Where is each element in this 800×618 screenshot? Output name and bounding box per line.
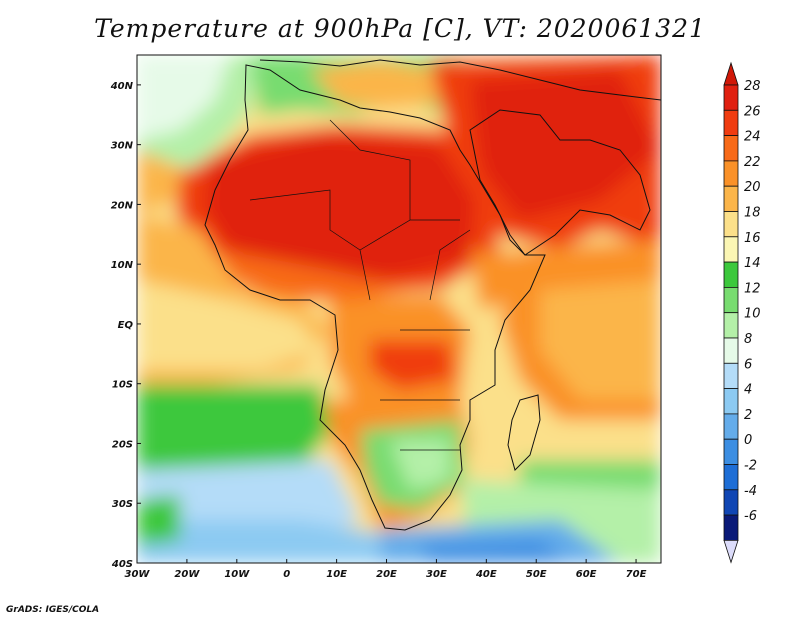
colorbar-swatch [723,312,739,339]
colorbar-swatch [723,261,739,288]
credit-label: GrADS: IGES/COLA [6,605,100,615]
madagascar-coastline [507,394,541,471]
colorbar-label: -2 [744,459,757,474]
colorbar-swatch [723,337,739,364]
africa-coastline [204,64,546,531]
lon-tick-label: 0 [283,569,290,580]
colorbar-swatch [723,438,739,465]
colorbar-label: 12 [744,281,761,296]
colorbar-label: 8 [744,332,752,347]
lon-tick-label: 20E [376,569,397,580]
lon-tick-label: 30E [426,569,447,580]
colorbar-swatch [723,109,739,137]
colorbar-swatch [723,388,739,415]
lat-tick-label: EQ [118,320,134,331]
colorbar-swatch [723,211,739,238]
map-frame [136,54,662,564]
colorbar-label: 10 [744,307,761,322]
lon-tick-label: 40E [475,569,497,580]
colorbar-label: 28 [744,79,761,94]
colorbar-label: 18 [744,206,761,221]
lon-tick-label: 10E [326,569,347,580]
colorbar-swatch [723,135,739,162]
colorbar-swatch [723,286,739,314]
colorbar-label: -4 [744,484,757,499]
colorbar-label: 26 [744,104,761,119]
lat-tick-label: 40N [110,81,134,92]
lat-tick-label: 20S [112,439,133,450]
colorbar-label: 0 [744,433,752,448]
colorbar-swatch [723,362,739,389]
colorbar-label: 14 [744,256,761,271]
colorbar-label: 22 [744,155,761,170]
colorbar-swatch [723,160,739,187]
map-axes: 30W 20W 10W 0 10E 20E 30E 40E 50E 60E 70E 40N 30N 20N… [110,81,647,580]
arabia-coastline [469,109,651,256]
colorbar-swatch [723,514,739,541]
lat-tick-label: 10S [112,380,133,391]
coastlines [204,59,661,531]
colorbar-label: 4 [744,383,752,398]
colorbar-above-arrow [723,61,739,86]
colorbar-label: 2 [744,408,752,423]
colorbar-swatch [723,236,739,263]
colorbar-swatch [723,489,739,516]
lat-tick-label: 40S [111,559,133,570]
lon-tick-label: 10W [224,569,250,580]
northern-coastline [259,59,661,101]
colorbar-label: 16 [744,231,761,246]
country-borders [249,119,471,451]
lat-tick-label: 20N [111,200,134,211]
lon-tick-label: 50E [526,569,547,580]
colorbar-swatch [723,413,739,440]
colorbar-swatch [723,84,739,111]
colorbar-below-arrow [723,540,739,564]
lon-tick-label: 20W [174,569,200,580]
lat-tick-label: 30N [111,141,134,152]
lat-tick-label: 30S [112,499,133,510]
chart-title: Temperature at 900hPa [C], VT: 202006132… [94,14,706,43]
colorbar-label: -6 [744,509,757,524]
lon-tick-label: 30W [125,569,151,580]
colorbar-swatch [723,464,739,491]
colorbar-label: 24 [744,130,761,145]
lon-tick-label: 60E [576,569,597,580]
lat-tick-label: 10N [111,260,134,271]
colorbar-label: 6 [744,357,752,372]
colorbar-label: 20 [744,180,761,195]
lon-tick-label: 70E [626,569,647,580]
temperature-field [137,55,661,563]
colorbar-swatch [723,185,739,212]
